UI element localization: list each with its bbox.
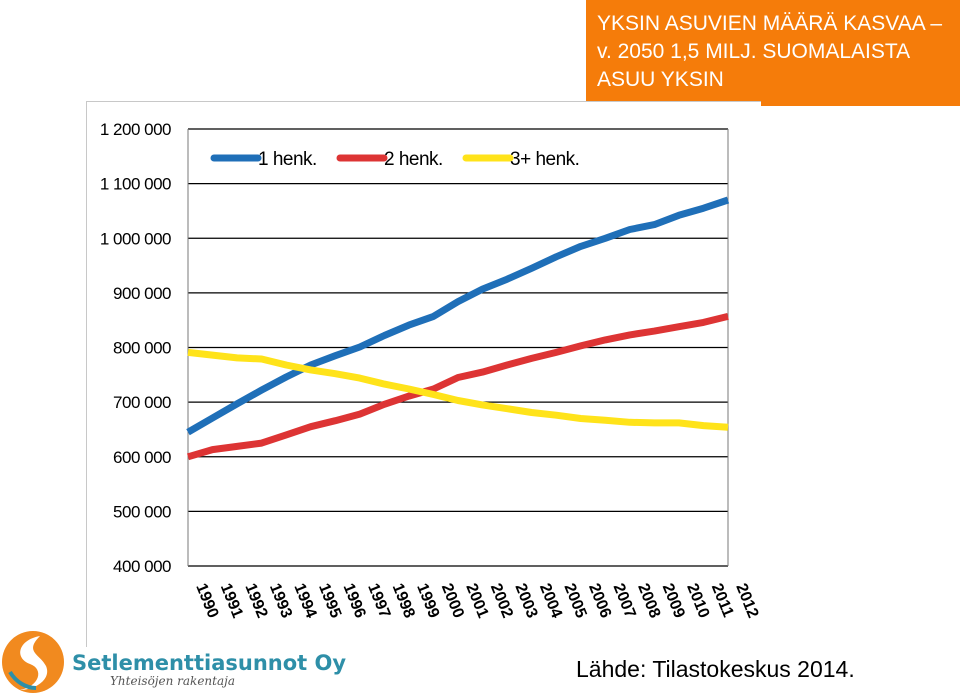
series-line-1 <box>186 196 730 436</box>
y-tick-label: 900 000 <box>113 284 171 303</box>
legend-label: 1 henk. <box>258 149 317 170</box>
title-line-1: YKSIN ASUVIEN MÄÄRÄ KASVAA – <box>597 12 943 35</box>
y-tick-label: 500 000 <box>113 502 171 521</box>
logo-tagline: Yhteisöjen rakentaja <box>110 674 236 688</box>
series-line-3 <box>187 348 729 431</box>
series-line-2 <box>187 313 729 461</box>
title-line-3: ASUU YKSIN <box>597 68 724 91</box>
series-lines <box>186 196 730 461</box>
x-tick-label: 2012 <box>732 581 761 620</box>
y-tick-label: 700 000 <box>113 393 171 412</box>
chart-frame <box>86 101 761 647</box>
y-tick-label: 1 000 000 <box>100 229 171 248</box>
source-note: Lähde: Tilastokeskus 2014. <box>576 656 855 682</box>
y-axis-tick-labels: 400 000 500 000 600 000 700 000 800 000 900 0… <box>100 120 172 576</box>
y-tick-label: 400 000 <box>113 557 171 576</box>
legend-label: 2 henk. <box>384 149 443 170</box>
title-line-2: v. 2050 1,5 MILJ. SUOMALAISTA <box>597 40 911 63</box>
logo-swirl-icon <box>2 631 64 693</box>
grid-lines <box>187 128 729 567</box>
logo <box>2 631 64 693</box>
legend: 1 henk. 2 henk. 3+ henk. <box>210 149 580 170</box>
legend-label: 3+ henk. <box>510 149 579 170</box>
y-tick-label: 1 200 000 <box>100 120 171 139</box>
y-tick-label: 600 000 <box>113 448 171 467</box>
y-tick-label: 1 100 000 <box>100 175 171 194</box>
x-axis-tick-labels: 1990199119921993199419951996199719981999… <box>192 581 761 620</box>
logo-name: Setlementtiasunnot Oy <box>72 651 347 675</box>
title-banner: YKSIN ASUVIEN MÄÄRÄ KASVAA – v. 2050 1,5… <box>586 0 960 106</box>
y-tick-label: 800 000 <box>113 339 171 358</box>
